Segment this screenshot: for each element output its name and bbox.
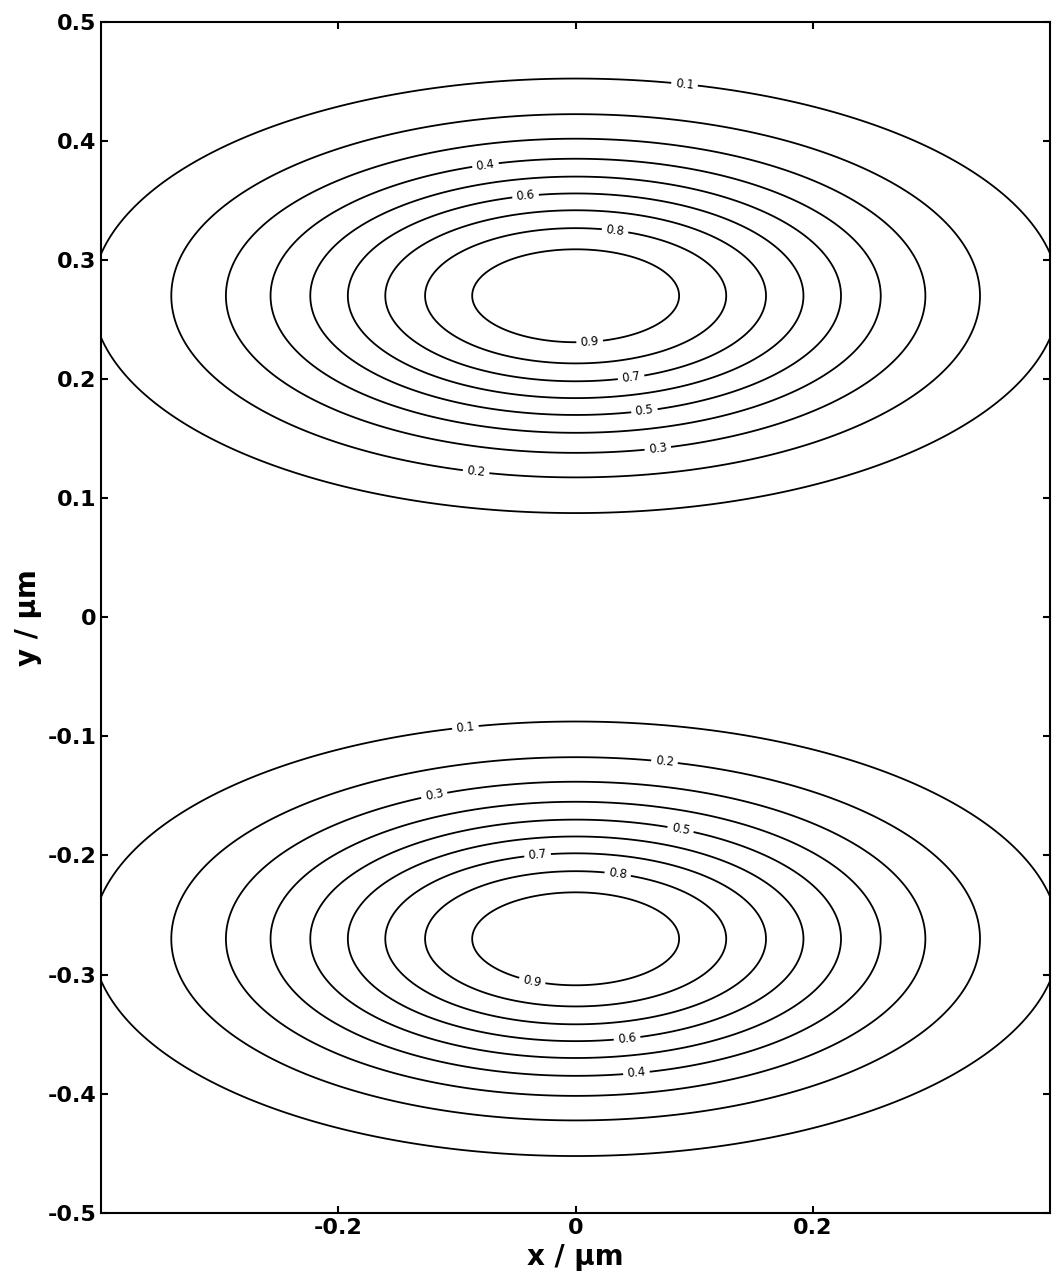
Text: 0.5: 0.5: [634, 403, 654, 419]
Text: 0.6: 0.6: [617, 1031, 637, 1046]
Text: 0.4: 0.4: [627, 1065, 646, 1081]
Text: 0.8: 0.8: [605, 224, 625, 238]
Text: 0.9: 0.9: [580, 335, 599, 348]
Text: 0.2: 0.2: [654, 754, 675, 768]
Text: 0.6: 0.6: [516, 189, 535, 203]
Text: 0.3: 0.3: [648, 441, 668, 456]
Text: 0.1: 0.1: [455, 720, 476, 735]
X-axis label: x / μm: x / μm: [528, 1243, 624, 1271]
Text: 0.3: 0.3: [423, 786, 445, 803]
Text: 0.1: 0.1: [675, 77, 695, 91]
Text: 0.8: 0.8: [608, 866, 628, 882]
Text: 0.5: 0.5: [670, 821, 691, 838]
Text: 0.7: 0.7: [528, 848, 547, 862]
Text: 0.7: 0.7: [621, 370, 642, 386]
Text: 0.9: 0.9: [521, 973, 543, 989]
Text: 0.2: 0.2: [466, 464, 486, 479]
Y-axis label: y / μm: y / μm: [14, 569, 41, 666]
Text: 0.4: 0.4: [476, 157, 496, 172]
